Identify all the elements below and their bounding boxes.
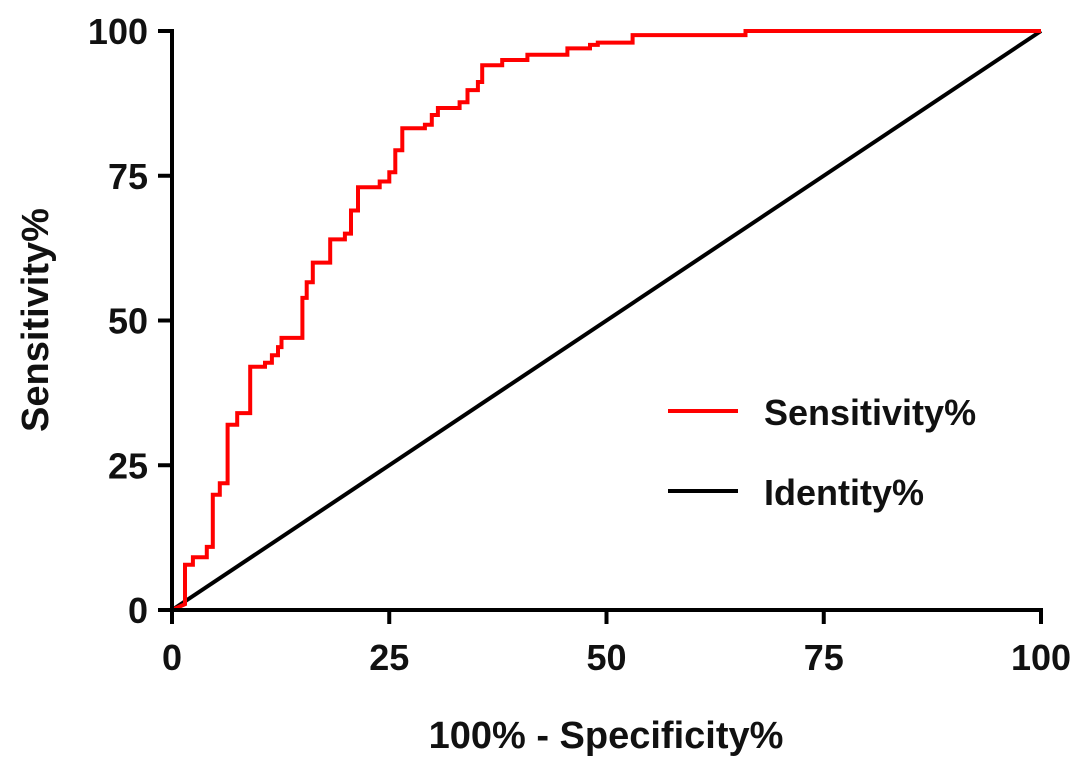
legend: Sensitivity% Identity% [668,392,976,513]
y-tick-label: 75 [108,156,148,197]
series-line-sensitivity [171,29,1041,612]
y-tick-label: 100 [88,11,148,52]
x-axis-label: 100% - Specificity% [429,715,784,757]
y-tick-label: 0 [128,590,148,631]
series-line-identity [170,29,1043,612]
legend-label-sensitivity: Sensitivity% [764,392,976,433]
y-axis-label: Sensitivity% [15,208,57,432]
x-tick-label: 100 [1011,637,1071,678]
x-tick-label: 25 [369,637,409,678]
legend-label-identity: Identity% [764,472,924,513]
x-tick-label: 0 [162,637,182,678]
x-tick-label: 50 [586,637,626,678]
y-tick-label: 25 [108,445,148,486]
x-tick-label: 75 [804,637,844,678]
y-tick-label: 50 [108,301,148,342]
